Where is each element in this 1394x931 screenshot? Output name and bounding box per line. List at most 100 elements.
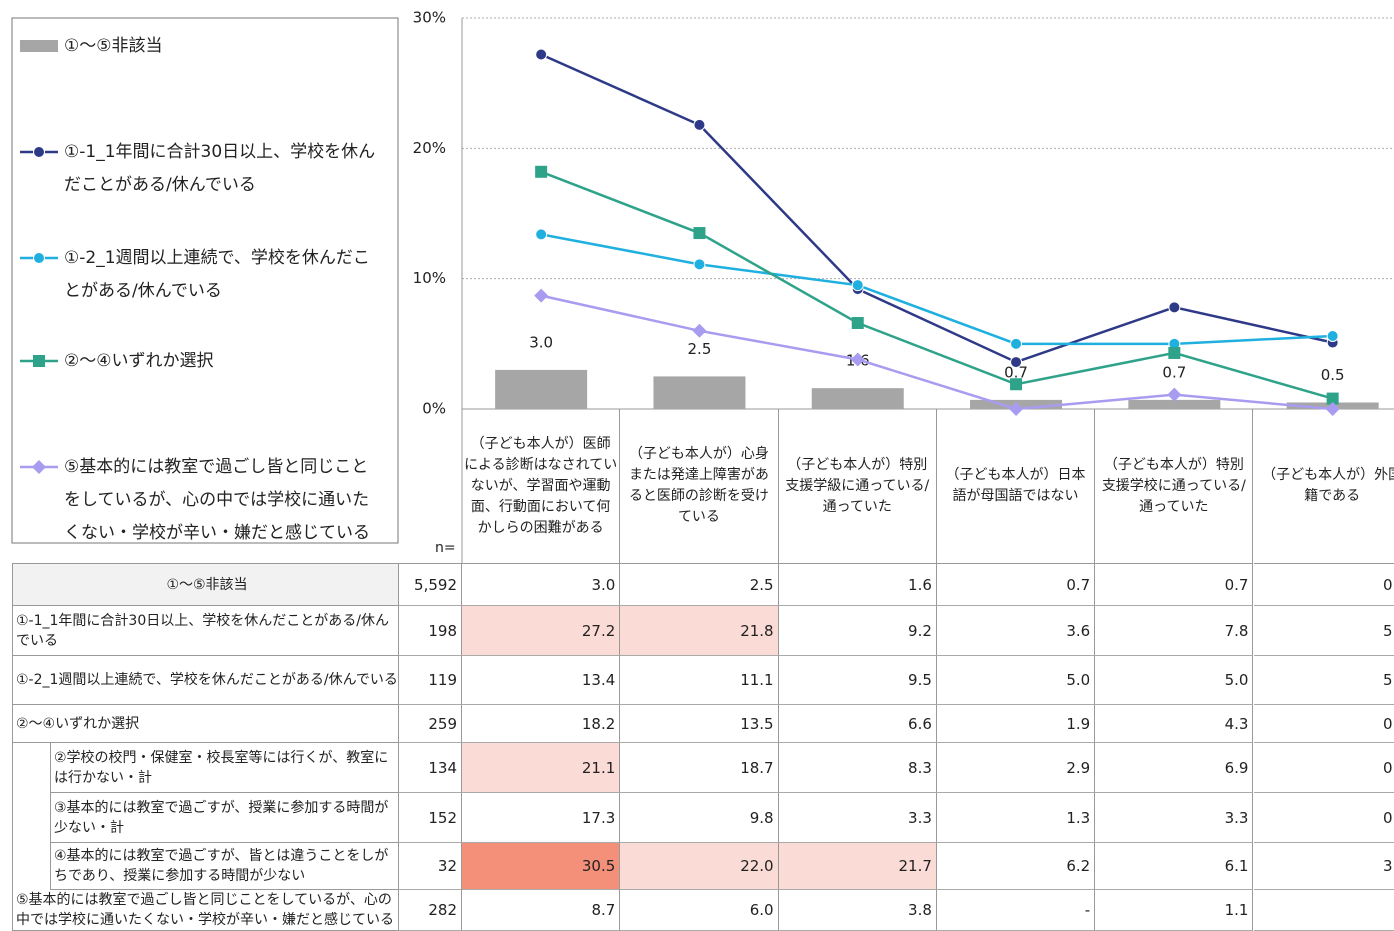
marker [1167, 388, 1181, 402]
data-cell: 8.7 [462, 890, 620, 931]
n-cell: 134 [398, 743, 462, 793]
marker [32, 460, 46, 474]
bar [653, 376, 745, 409]
n-cell: 32 [398, 843, 462, 890]
data-cell: 17.3 [462, 793, 620, 843]
data-cell: 0.7 [937, 563, 1095, 606]
y-tick-label: 10% [413, 269, 446, 287]
data-cell: 2.5 [620, 563, 778, 606]
data-cell: 3.3 [779, 793, 937, 843]
n-label: n= [435, 540, 456, 556]
data-cell: 6.2 [937, 843, 1095, 890]
data-cell: 9.8 [620, 793, 778, 843]
data-cell: 3.3 [1095, 793, 1253, 843]
bar [495, 370, 587, 409]
data-cell: 1.9 [937, 705, 1095, 743]
n-cell: 282 [398, 890, 462, 931]
marker [535, 166, 547, 178]
data-cell: 0.5 [1254, 563, 1394, 606]
data-cell: 7.8 [1095, 606, 1253, 656]
data-cell: 13.4 [462, 656, 620, 705]
indent-space [12, 843, 50, 890]
data-cell: 13.5 [620, 705, 778, 743]
y-tick-label: 30% [413, 9, 446, 27]
column-header: （子ども本人が）心身または発達上障害があると医師の診断を受けている [620, 409, 778, 563]
row-label: ⑤基本的には教室で過ごし皆と同じことをしているが、心の中では学校に通いたくない・… [12, 890, 398, 931]
data-cell: 3.8 [779, 890, 937, 931]
legend-label: ①～⑤非該当 [64, 30, 384, 63]
data-cell: 5.0 [937, 656, 1095, 705]
data-cell: 3.1 [1254, 843, 1394, 890]
n-cell: 198 [398, 606, 462, 656]
column-header: （子ども本人が）特別支援学校に通っている/通っていた [1095, 409, 1253, 563]
n-cell: 5,592 [398, 563, 462, 606]
marker [34, 147, 45, 158]
series-line [541, 234, 1333, 343]
marker [1011, 338, 1022, 349]
data-cell: 5.0 [1095, 656, 1253, 705]
data-cell: 1.1 [1095, 890, 1253, 931]
data-cell: 6.0 [620, 890, 778, 931]
bar-value-label: 3.0 [529, 333, 553, 351]
indent-space [12, 793, 50, 843]
bar-value-label: 0.7 [1162, 363, 1186, 381]
row-label: ②学校の校門・保健室・校長室等には行くが、教室には行かない・計 [50, 743, 398, 793]
data-cell: 0.7 [1095, 563, 1253, 606]
data-cell: 8.3 [779, 743, 937, 793]
y-tick-label: 20% [413, 139, 446, 157]
data-cell: 1.6 [779, 563, 937, 606]
series-line [541, 172, 1333, 399]
marker [852, 317, 864, 329]
data-cell: 6.1 [1095, 843, 1253, 890]
row-label: ①-1_1年間に合計30日以上、学校を休んだことがある/休んでいる [12, 606, 398, 656]
y-tick-label: 0% [422, 400, 446, 418]
data-cell: 21.7 [779, 843, 937, 890]
row-label: ④基本的には教室で過ごすが、皆とは違うことをしがちであり、授業に参加する時間が少… [50, 843, 398, 890]
data-cell: 9.2 [779, 606, 937, 656]
data-cell: 21.8 [620, 606, 778, 656]
data-cell: 22.0 [620, 843, 778, 890]
data-cell: 5.6 [1254, 656, 1394, 705]
data-cell: 18.2 [462, 705, 620, 743]
row-label: ①-2_1週間以上連続で、学校を休んだことがある/休んでいる [12, 656, 398, 705]
indent-space [12, 743, 50, 793]
data-cell: 21.1 [462, 743, 620, 793]
marker [33, 355, 45, 367]
data-cell: - [937, 890, 1095, 931]
column-header: （子ども本人が）特別支援学級に通っている/通っていた [779, 409, 937, 563]
data-cell: 5.1 [1254, 606, 1394, 656]
row-label: ②～④いずれか選択 [12, 705, 398, 743]
data-cell: 2.9 [937, 743, 1095, 793]
legend-label: ⑤基本的には教室で過ごし皆と同じことをしているが、心の中では学校に通いたくない・… [64, 451, 384, 550]
marker [692, 324, 706, 338]
data-cell: 6.9 [1095, 743, 1253, 793]
data-cell: 30.5 [462, 843, 620, 890]
data-cell: 27.2 [462, 606, 620, 656]
marker [536, 229, 547, 240]
series-line [541, 54, 1333, 362]
legend-label: ①-2_1週間以上連続で、学校を休んだことがある/休んでいる [64, 242, 384, 308]
data-cell: 9.5 [779, 656, 937, 705]
row-label: ①～⑤非該当 [12, 563, 398, 606]
data-cell: 0.7 [1254, 743, 1394, 793]
column-header: （子ども本人が）日本語が母国語ではない [937, 409, 1095, 563]
marker [1327, 331, 1338, 342]
marker [536, 49, 547, 60]
data-cell: - [1254, 890, 1394, 931]
data-cell: 3.0 [462, 563, 620, 606]
data-cell: 0.8 [1254, 705, 1394, 743]
n-cell: 259 [398, 705, 462, 743]
legend-swatch [20, 40, 58, 52]
data-cell: 18.7 [620, 743, 778, 793]
marker [1010, 378, 1022, 390]
marker [693, 227, 705, 239]
column-header: （子ども本人が）医師による診断はなされていないが、学習面や運動面、行動面において… [462, 409, 620, 563]
marker [534, 289, 548, 303]
marker [1168, 347, 1180, 359]
bar-value-label: 0.5 [1321, 366, 1345, 384]
marker [1011, 357, 1022, 368]
data-cell: 11.1 [620, 656, 778, 705]
marker [852, 280, 863, 291]
data-cell: 1.3 [937, 793, 1095, 843]
